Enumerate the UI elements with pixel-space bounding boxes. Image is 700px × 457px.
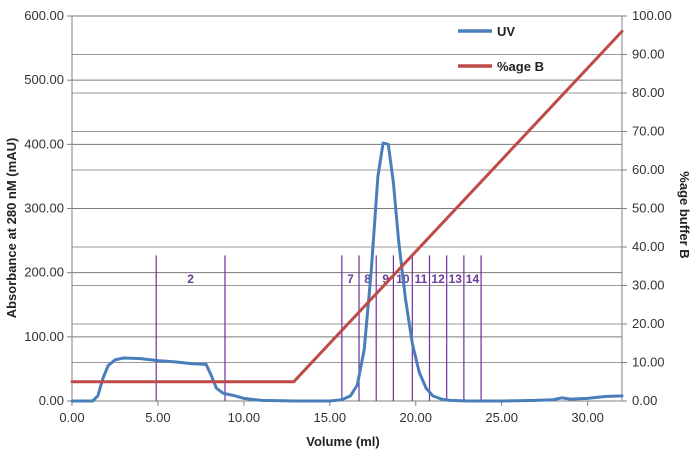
x-tick-label: 20.00 [399,410,432,425]
fraction-label: 12 [431,272,445,286]
x-tick-label: 5.00 [145,410,170,425]
y2-tick-label: 70.00 [632,124,665,139]
x-axis-ticks: 0.00 5.00 10.00 15.00 20.00 25.00 30.00 [59,401,604,425]
y2-tick-label: 60.00 [632,162,665,177]
y2-axis-title: %age buffer B [677,171,692,258]
y-axis-title: Absorbance at 280 nM (mAU) [4,138,19,319]
fraction-label: 2 [187,272,194,286]
legend: UV %age B [458,24,544,74]
y-axis-ticks: 0.00 100.00 200.00 300.00 400.00 500.00 600.00 [24,8,72,408]
y2-tick-label: 80.00 [632,85,665,100]
x-tick-label: 25.00 [485,410,518,425]
y-tick-label: 600.00 [24,8,64,23]
y-tick-label: 500.00 [24,72,64,87]
y2-tick-label: 50.00 [632,201,665,216]
fraction-label: 11 [415,272,428,286]
fraction-label: 9 [382,272,389,286]
fraction-label: 14 [466,272,480,286]
y-tick-label: 200.00 [24,265,64,280]
y2-tick-label: 0.00 [632,393,657,408]
y-tick-label: 300.00 [24,201,64,216]
y2-tick-label: 20.00 [632,316,665,331]
y-tick-label: 400.00 [24,136,64,151]
series-lines [70,29,624,403]
x-tick-label: 10.00 [228,410,261,425]
x-tick-label: 15.00 [314,410,347,425]
y2-axis-ticks: 0.00 10.00 20.00 30.00 40.00 50.00 60.00 70.00 8… [622,8,672,408]
y-tick-label: 100.00 [24,329,64,344]
fraction-label: 7 [347,272,354,286]
uv-line [70,141,624,403]
y2-tick-label: 30.00 [632,278,665,293]
x-tick-label: 30.00 [571,410,604,425]
x-axis-title: Volume (ml) [306,434,379,449]
y2-tick-label: 40.00 [632,239,665,254]
percent-b-line [70,29,624,384]
y2-tick-label: 100.00 [632,8,672,23]
fraction-markers: 2 7 8 9 10 11 12 13 14 [155,255,482,401]
y-tick-label: 0.00 [39,393,64,408]
legend-label: UV [497,24,515,39]
y2-tick-label: 90.00 [632,47,665,62]
y2-tick-label: 10.00 [632,355,665,370]
fraction-label: 13 [449,272,463,286]
x-tick-label: 0.00 [59,410,84,425]
fraction-label: 8 [364,272,371,286]
legend-label: %age B [497,59,544,74]
